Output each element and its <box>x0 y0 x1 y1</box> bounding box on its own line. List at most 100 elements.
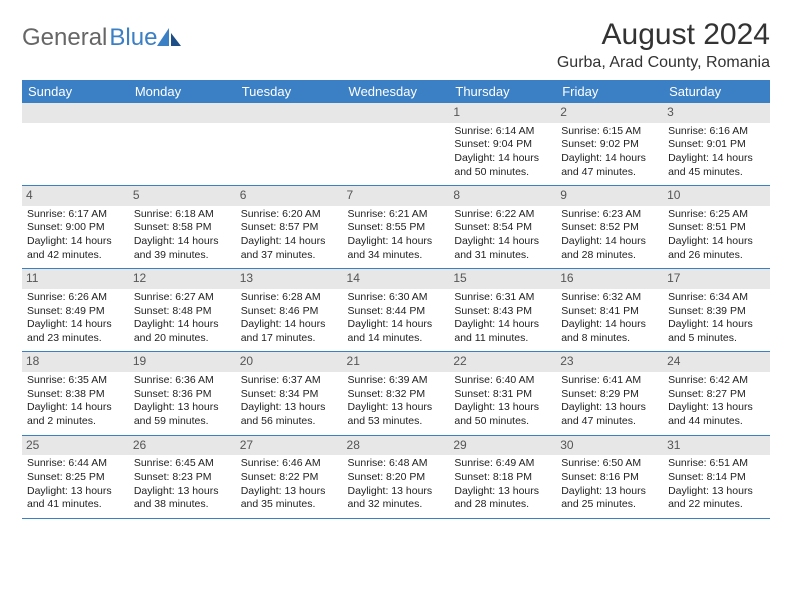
day-number: 4 <box>22 185 129 206</box>
day-number: 24 <box>663 351 770 372</box>
day-cell: 28Sunrise: 6:48 AMSunset: 8:20 PMDayligh… <box>343 435 450 518</box>
daylight-line: Daylight: 13 hours and 47 minutes. <box>561 401 658 428</box>
daylight-line: Daylight: 14 hours and 37 minutes. <box>241 235 338 262</box>
day-number: 19 <box>129 351 236 372</box>
day-number: . <box>129 103 236 123</box>
sunset-line: Sunset: 8:51 PM <box>668 221 765 235</box>
day-cell: 11Sunrise: 6:26 AMSunset: 8:49 PMDayligh… <box>22 268 129 351</box>
sunset-line: Sunset: 8:48 PM <box>134 305 231 319</box>
day-number: 25 <box>22 435 129 456</box>
sunrise-line: Sunrise: 6:40 AM <box>454 374 551 388</box>
day-number: . <box>236 103 343 123</box>
sunset-line: Sunset: 8:32 PM <box>348 388 445 402</box>
daylight-line: Daylight: 13 hours and 44 minutes. <box>668 401 765 428</box>
dow-header: Monday <box>129 80 236 103</box>
day-number: 26 <box>129 435 236 456</box>
daylight-line: Daylight: 13 hours and 28 minutes. <box>454 485 551 512</box>
daylight-line: Daylight: 13 hours and 38 minutes. <box>134 485 231 512</box>
empty-cell: . <box>22 103 129 185</box>
daylight-line: Daylight: 14 hours and 5 minutes. <box>668 318 765 345</box>
sunset-line: Sunset: 8:34 PM <box>241 388 338 402</box>
sunrise-line: Sunrise: 6:22 AM <box>454 208 551 222</box>
sunrise-line: Sunrise: 6:49 AM <box>454 457 551 471</box>
location-line: Gurba, Arad County, Romania <box>557 54 770 72</box>
empty-cell: . <box>236 103 343 185</box>
day-number: 11 <box>22 268 129 289</box>
day-number: 18 <box>22 351 129 372</box>
day-cell: 13 Sunrise: 6:28 AMSunset: 8:46 PMDayligh… <box>236 268 343 351</box>
daylight-line: Daylight: 14 hours and 17 minutes. <box>241 318 338 345</box>
day-cell: 29Sunrise: 6:49 AMSunset: 8:18 PMDayligh… <box>449 435 556 518</box>
day-cell: 23Sunrise: 6:41 AMSunset: 8:29 PMDayligh… <box>556 351 663 434</box>
sunset-line: Sunset: 8:16 PM <box>561 471 658 485</box>
daylight-line: Daylight: 14 hours and 14 minutes. <box>348 318 445 345</box>
sunrise-line: Sunrise: 6:28 AM <box>241 291 338 305</box>
dow-header: Friday <box>556 80 663 103</box>
day-cell: 12Sunrise: 6:27 AMSunset: 8:48 PMDayligh… <box>129 268 236 351</box>
dow-header: Thursday <box>449 80 556 103</box>
empty-cell: . <box>343 103 450 185</box>
day-number: 17 <box>663 268 770 289</box>
sunrise-line: Sunrise: 6:23 AM <box>561 208 658 222</box>
sunset-line: Sunset: 8:57 PM <box>241 221 338 235</box>
dow-row: SundayMondayTuesdayWednesdayThursdayFrid… <box>22 80 770 103</box>
daylight-line: Daylight: 14 hours and 28 minutes. <box>561 235 658 262</box>
daylight-line: Daylight: 14 hours and 23 minutes. <box>27 318 124 345</box>
daylight-line: Daylight: 13 hours and 25 minutes. <box>561 485 658 512</box>
week-row: 25Sunrise: 6:44 AMSunset: 8:25 PMDayligh… <box>22 435 770 518</box>
sunset-line: Sunset: 8:52 PM <box>561 221 658 235</box>
day-cell: 25Sunrise: 6:44 AMSunset: 8:25 PMDayligh… <box>22 435 129 518</box>
day-cell: 14Sunrise: 6:30 AMSunset: 8:44 PMDayligh… <box>343 268 450 351</box>
day-number: 22 <box>449 351 556 372</box>
daylight-line: Daylight: 14 hours and 11 minutes. <box>454 318 551 345</box>
daylight-line: Daylight: 14 hours and 45 minutes. <box>668 152 765 179</box>
sunset-line: Sunset: 8:46 PM <box>241 305 338 319</box>
sunrise-line: Sunrise: 6:14 AM <box>454 125 551 139</box>
day-cell: 22Sunrise: 6:40 AMSunset: 8:31 PMDayligh… <box>449 351 556 434</box>
brand-blue: Blue <box>109 24 157 52</box>
dow-header: Sunday <box>22 80 129 103</box>
day-cell: 15Sunrise: 6:31 AMSunset: 8:43 PMDayligh… <box>449 268 556 351</box>
daylight-line: Daylight: 14 hours and 34 minutes. <box>348 235 445 262</box>
sunrise-line: Sunrise: 6:50 AM <box>561 457 658 471</box>
sail-icon <box>157 28 183 48</box>
week-row: 4Sunrise: 6:17 AMSunset: 9:00 PMDaylight… <box>22 185 770 268</box>
bottom-rule <box>22 518 770 519</box>
day-number: 27 <box>236 435 343 456</box>
day-number: . <box>343 103 450 123</box>
day-cell: 10Sunrise: 6:25 AMSunset: 8:51 PMDayligh… <box>663 185 770 268</box>
day-cell: 16Sunrise: 6:32 AMSunset: 8:41 PMDayligh… <box>556 268 663 351</box>
day-cell: 3Sunrise: 6:16 AMSunset: 9:01 PMDaylight… <box>663 103 770 185</box>
empty-cell: . <box>129 103 236 185</box>
sunset-line: Sunset: 8:41 PM <box>561 305 658 319</box>
day-number: 2 <box>556 103 663 123</box>
daylight-line: Daylight: 14 hours and 50 minutes. <box>454 152 551 179</box>
daylight-line: Daylight: 13 hours and 53 minutes. <box>348 401 445 428</box>
day-cell: 26Sunrise: 6:45 AMSunset: 8:23 PMDayligh… <box>129 435 236 518</box>
day-number: 29 <box>449 435 556 456</box>
week-row: 18Sunrise: 6:35 AMSunset: 8:38 PMDayligh… <box>22 351 770 434</box>
day-cell: 20Sunrise: 6:37 AMSunset: 8:34 PMDayligh… <box>236 351 343 434</box>
sunrise-line: Sunrise: 6:15 AM <box>561 125 658 139</box>
sunset-line: Sunset: 8:25 PM <box>27 471 124 485</box>
daylight-line: Daylight: 14 hours and 8 minutes. <box>561 318 658 345</box>
day-number: 13 <box>236 268 343 289</box>
day-cell: 9Sunrise: 6:23 AMSunset: 8:52 PMDaylight… <box>556 185 663 268</box>
daylight-line: Daylight: 13 hours and 32 minutes. <box>348 485 445 512</box>
sunset-line: Sunset: 8:54 PM <box>454 221 551 235</box>
month-title: August 2024 <box>557 18 770 52</box>
sunrise-line: Sunrise: 6:37 AM <box>241 374 338 388</box>
sunrise-line: Sunrise: 6:48 AM <box>348 457 445 471</box>
sunset-line: Sunset: 8:58 PM <box>134 221 231 235</box>
sunset-line: Sunset: 8:39 PM <box>668 305 765 319</box>
calendar-grid: SundayMondayTuesdayWednesdayThursdayFrid… <box>22 80 770 518</box>
day-number: 10 <box>663 185 770 206</box>
sunset-line: Sunset: 8:31 PM <box>454 388 551 402</box>
day-number: 1 <box>449 103 556 123</box>
sunset-line: Sunset: 8:14 PM <box>668 471 765 485</box>
daylight-line: Daylight: 13 hours and 59 minutes. <box>134 401 231 428</box>
brand-grey: General <box>22 24 107 52</box>
sunset-line: Sunset: 8:23 PM <box>134 471 231 485</box>
day-cell: 1Sunrise: 6:14 AMSunset: 9:04 PMDaylight… <box>449 103 556 185</box>
week-row: ....1Sunrise: 6:14 AMSunset: 9:04 PMDayl… <box>22 103 770 185</box>
